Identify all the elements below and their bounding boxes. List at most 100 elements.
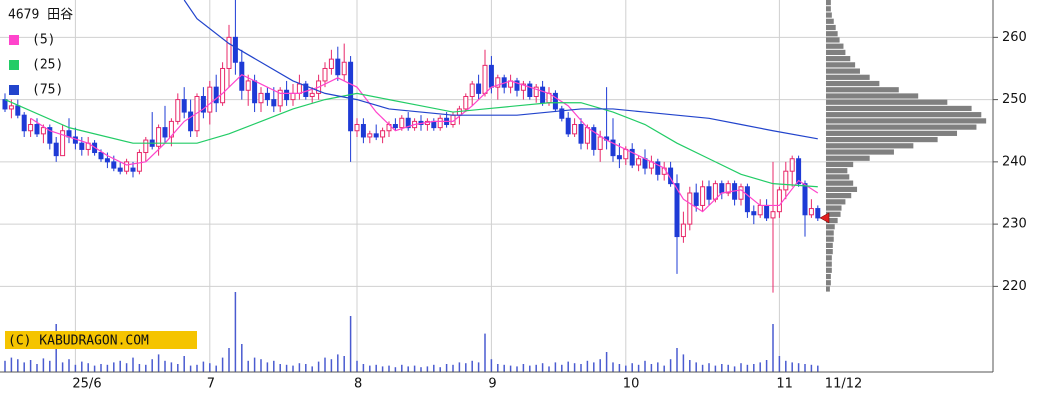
candle-body [373, 133, 379, 138]
volume-bar [791, 362, 793, 372]
candle-body [405, 117, 411, 129]
candle-body [482, 64, 488, 94]
volume-bar [458, 362, 461, 372]
profile-bar [826, 43, 844, 49]
volume-bar [420, 367, 422, 372]
volume-bar [157, 354, 160, 372]
volume-bar [554, 362, 557, 372]
volume-bar [74, 364, 77, 372]
volume-bar [484, 333, 486, 372]
volume-bar [561, 364, 563, 372]
candle-body [738, 186, 744, 200]
volume-bar [49, 360, 51, 372]
candle-body [700, 186, 706, 206]
volume-bar [164, 360, 166, 372]
volume-bar [68, 359, 70, 372]
volume-bar [573, 363, 576, 372]
candle-body [616, 155, 622, 160]
candle-body [277, 89, 283, 107]
candle-body [188, 111, 194, 132]
candle-body [348, 61, 354, 132]
profile-bar [826, 211, 841, 217]
volume-bar [81, 361, 83, 372]
volume-bar [669, 359, 672, 372]
candle-body [60, 130, 66, 157]
candle-body [232, 36, 238, 63]
candle-body [520, 83, 526, 91]
profile-bar [826, 217, 838, 224]
candle-body [34, 124, 40, 135]
volume-bar [100, 364, 102, 372]
candle-body [687, 192, 693, 225]
volume-bar [132, 357, 134, 372]
profile-bar [826, 49, 846, 56]
profile-bar [826, 24, 836, 31]
profile-bar [826, 205, 842, 211]
profile-bar [826, 136, 938, 143]
candle-body [296, 83, 302, 94]
volume-bar [215, 365, 217, 372]
candle-body [175, 99, 181, 122]
candle-body [207, 86, 213, 113]
profile-bar [826, 280, 831, 286]
profile-bar [826, 105, 972, 112]
volume-bar [804, 364, 806, 372]
profile-bar [826, 186, 858, 192]
profile-bar [826, 286, 830, 292]
volume-bar [337, 354, 339, 372]
candle-body [712, 183, 718, 200]
profile-bar [826, 99, 948, 105]
candle-body [584, 127, 590, 144]
volume-bar [228, 348, 230, 372]
volume-bar [317, 361, 320, 372]
candle-body [437, 117, 443, 129]
volume-bar [625, 365, 627, 372]
volume-bar [87, 363, 89, 372]
x-tick-label: 25/6 [72, 377, 101, 392]
candle-body [783, 170, 789, 191]
legend-label: (5) [32, 33, 55, 48]
legend: (5) (25) (75) [9, 33, 63, 98]
plot-layer [2, 0, 987, 372]
volume-bar [817, 365, 819, 372]
volume-bar [183, 356, 185, 372]
profile-bar [826, 155, 870, 161]
volume-bar [516, 366, 518, 372]
volume-bar [759, 362, 761, 372]
ma-layer [4, 0, 819, 213]
volume-bar [439, 367, 441, 372]
volume-bar [637, 364, 640, 372]
volume-bar [369, 365, 371, 372]
candle-body [591, 127, 597, 150]
volume-bar [151, 359, 153, 372]
profile-bar [826, 74, 870, 80]
candle-body [284, 89, 290, 101]
volume-bar [644, 360, 646, 372]
profile-bar [826, 112, 982, 118]
candle-body [226, 36, 232, 69]
candle-body [28, 124, 34, 132]
volume-bar [362, 364, 365, 372]
y-tick-label: 250 [1002, 92, 1027, 107]
x-tick-label: 8 [354, 377, 362, 392]
volume-bar [701, 364, 704, 372]
volume-bar [599, 359, 601, 372]
volume-bar [746, 364, 749, 372]
profile-bar [826, 68, 860, 74]
y-tick-label: 260 [1002, 30, 1027, 45]
candle-body [488, 64, 494, 88]
volume-bar [349, 316, 352, 372]
candle-body [776, 189, 782, 213]
volume-bar [541, 363, 544, 372]
volume-bar [4, 360, 6, 372]
volume-bar [407, 366, 409, 372]
candle-body [360, 124, 366, 138]
volume-bar [61, 362, 64, 372]
candle-body [693, 192, 699, 206]
candle-body [40, 127, 46, 135]
volume-bar [119, 360, 121, 372]
x-tick-label: 11 [776, 377, 793, 392]
volume-bar [676, 348, 678, 372]
candle-body [162, 127, 168, 138]
volume-bar [682, 354, 685, 372]
